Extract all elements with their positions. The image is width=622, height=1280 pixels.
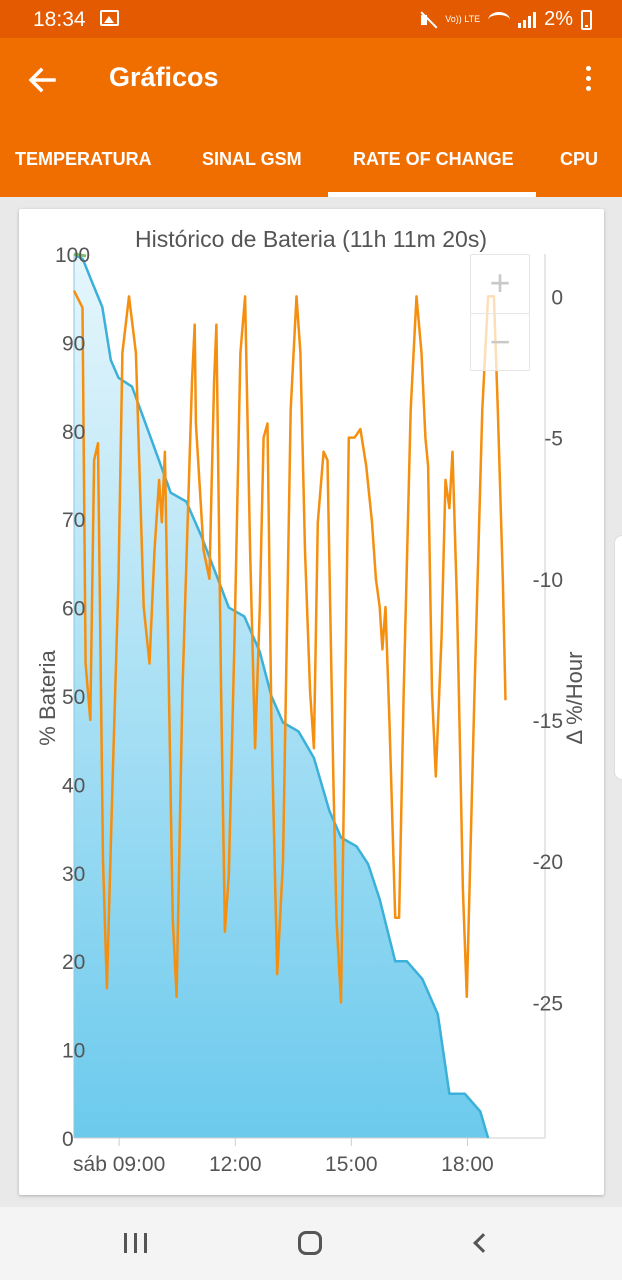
y-tick-label: 50: [62, 686, 85, 709]
x-tick-label: sáb 09:00: [73, 1153, 165, 1176]
status-bar: 18:34 Vo)) LTE 2%: [0, 0, 622, 38]
more-options-icon[interactable]: [580, 64, 596, 96]
navigation-bar: [0, 1207, 622, 1280]
y-tick-label: 0: [62, 1128, 74, 1151]
volte-icon: Vo)) LTE: [445, 14, 481, 24]
y2-tick-label: -25: [533, 992, 563, 1015]
back-button[interactable]: [473, 1233, 493, 1253]
y-tick-label: 40: [62, 774, 85, 797]
x-tick-label: 15:00: [325, 1153, 378, 1176]
battery-percent-series-line: [73, 252, 490, 1139]
y-tick-label: 10: [62, 1040, 85, 1063]
y-tick-label: 60: [62, 598, 85, 621]
tab-bar: TEMPERATURA SINAL GSM RATE OF CHANGE CPU: [0, 122, 622, 197]
y2-tick-label: -5: [544, 428, 563, 451]
y2-tick-label: -20: [533, 851, 563, 874]
y-tick-label: 70: [62, 509, 85, 532]
tab-temperatura[interactable]: TEMPERATURA: [15, 149, 152, 169]
y-tick-label: 20: [62, 951, 85, 974]
rate-of-change-series-line: [72, 290, 507, 1004]
zoom-controls: + −: [470, 254, 530, 371]
y-tick-label: 100: [55, 244, 90, 267]
charging-segment-line: [73, 252, 87, 258]
x-tick-label: 18:00: [441, 1153, 494, 1176]
home-button[interactable]: [298, 1231, 322, 1255]
x-tick-label: 12:00: [209, 1153, 262, 1176]
y2-axis-label: Δ %/Hour: [562, 652, 587, 745]
wifi-icon: [488, 11, 511, 28]
battery-icon: [581, 9, 592, 30]
tab-rate-of-change[interactable]: RATE OF CHANGE: [353, 149, 514, 169]
tab-cpu[interactable]: CPU: [560, 149, 599, 169]
recent-apps-button[interactable]: [124, 1233, 147, 1253]
y-tick-label: 30: [62, 863, 85, 886]
y2-tick-label: -15: [533, 710, 563, 733]
signal-icon: [518, 11, 537, 28]
back-arrow-icon[interactable]: [24, 62, 60, 98]
mute-icon: [419, 11, 437, 29]
tab-sinal-gsm[interactable]: SINAL GSM: [202, 149, 302, 169]
status-time: 18:34: [33, 8, 86, 31]
edge-panel-handle[interactable]: [614, 535, 622, 780]
page-title: Gráficos: [109, 62, 219, 92]
chart-title: Histórico de Bateria (11h 11m 20s): [135, 226, 487, 252]
y2-tick-label: 0: [551, 286, 563, 309]
selected-tab-indicator: [328, 192, 536, 197]
zoom-in-button[interactable]: +: [489, 262, 511, 303]
app-bar: Gráficos: [0, 38, 622, 122]
battery-percent: 2%: [544, 8, 573, 30]
y2-tick-label: -10: [533, 569, 563, 592]
chart-card: 0 10 20 30 40 50 60 70 80 90 100 0 -5 -10 -15 -20 -25 sáb…: [19, 209, 604, 1195]
zoom-out-button[interactable]: −: [471, 313, 529, 371]
gallery-icon: [100, 10, 119, 26]
y-axis-label: % Bateria: [35, 650, 60, 746]
y-tick-label: 90: [62, 332, 85, 355]
y-tick-label: 80: [62, 421, 85, 444]
status-icons: Vo)) LTE 2%: [419, 8, 592, 31]
battery-history-chart[interactable]: 0 10 20 30 40 50 60 70 80 90 100 0 -5 -10 -15 -20 -25 sáb…: [19, 209, 604, 1195]
